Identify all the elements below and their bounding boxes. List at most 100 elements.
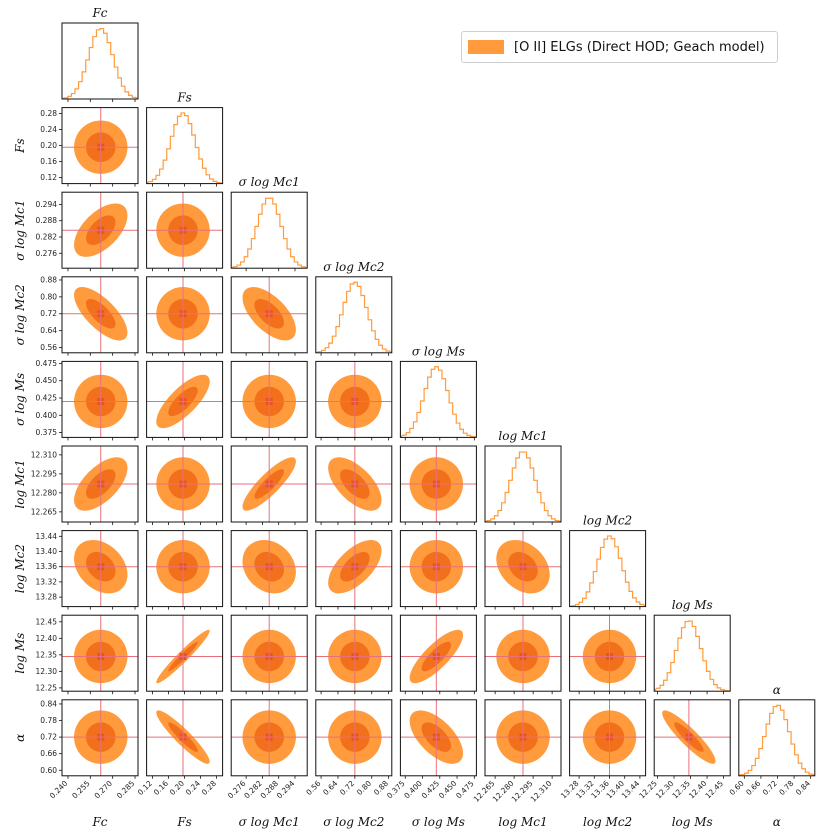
panel-frame bbox=[230, 445, 308, 523]
panel-Mc2-sMc1 bbox=[230, 530, 308, 610]
xlabel-Mc2: log Mc2 bbox=[583, 815, 632, 829]
title-Fs: Fs bbox=[176, 91, 191, 105]
panel-frame bbox=[230, 699, 308, 777]
histogram-sMc2 bbox=[315, 281, 392, 353]
panel-frame bbox=[146, 107, 224, 185]
histogram-Mc1 bbox=[485, 451, 561, 522]
panel-frame bbox=[484, 530, 562, 608]
y-tick-label: 0.72 bbox=[40, 733, 57, 742]
panel-Mc2-sMc2 bbox=[315, 530, 393, 610]
y-tick-label: 13.40 bbox=[36, 547, 58, 556]
panel-frame bbox=[61, 191, 139, 269]
y-tick-label: 0.450 bbox=[36, 376, 58, 385]
title-Mc1: log Mc1 bbox=[498, 429, 547, 443]
panel-frame bbox=[315, 530, 393, 608]
panel-alpha-alpha: α 0.600.660.720.780.84 α bbox=[728, 683, 816, 829]
panel-sMc1-sMc1: σ log Mc1 bbox=[230, 175, 308, 272]
panel-frame bbox=[61, 360, 139, 438]
y-tick-label: 0.80 bbox=[40, 292, 57, 301]
x-tick-label: 0.66 bbox=[744, 779, 762, 797]
panel-Mc2-Fs bbox=[146, 530, 224, 610]
panel-frame bbox=[315, 276, 393, 354]
x-tick-label: 0.255 bbox=[70, 779, 92, 801]
panel-sMc2-sMc2: σ log Mc2 bbox=[315, 260, 393, 356]
ylabel-Mc1: log Mc1 bbox=[13, 459, 27, 508]
y-tick-label: 0.282 bbox=[36, 232, 58, 241]
xlabel-sMc1: σ log Mc1 bbox=[239, 815, 300, 829]
panel-frame bbox=[653, 699, 731, 777]
legend: [O II] ELGs (Direct HOD; Geach model) bbox=[461, 31, 778, 63]
panel-Ms-sMc1 bbox=[230, 614, 308, 695]
title-sMs: σ log Ms bbox=[412, 344, 465, 358]
panel-Ms-Fs bbox=[146, 614, 224, 695]
panel-frame bbox=[484, 445, 562, 523]
x-tick-label: 13.44 bbox=[620, 779, 642, 801]
xlabel-sMc2: σ log Mc2 bbox=[323, 815, 384, 829]
ylabel-alpha: α bbox=[13, 734, 27, 742]
y-tick-label: 12.25 bbox=[36, 683, 58, 692]
panel-frame bbox=[61, 22, 139, 100]
panel-frame bbox=[61, 445, 139, 523]
y-tick-label: 13.32 bbox=[36, 577, 58, 586]
panel-frame bbox=[315, 360, 393, 438]
x-tick-label: 0.64 bbox=[321, 779, 339, 797]
x-tick-label: 0.56 bbox=[304, 779, 322, 797]
x-tick-label: 0.24 bbox=[184, 779, 202, 797]
xlabel-Ms: log Ms bbox=[672, 815, 713, 829]
panel-Mc1-Fs bbox=[146, 445, 224, 525]
y-tick-label: 13.44 bbox=[36, 532, 58, 541]
panel-frame bbox=[61, 614, 139, 692]
panel-Mc1-sMc2 bbox=[315, 445, 393, 525]
panel-frame bbox=[399, 614, 477, 692]
panel-frame bbox=[230, 614, 308, 692]
x-tick-label: 12.310 bbox=[529, 779, 554, 804]
panel-Ms-Ms: log Ms bbox=[653, 598, 731, 695]
y-tick-label: 0.294 bbox=[36, 200, 58, 209]
histogram-Ms bbox=[654, 620, 731, 692]
panel-Mc2-Mc2: log Mc2 bbox=[569, 514, 647, 610]
legend-swatch bbox=[468, 40, 504, 54]
y-tick-label: 12.30 bbox=[36, 667, 58, 676]
x-tick-label: 0.80 bbox=[355, 779, 373, 797]
x-tick-label: 0.12 bbox=[136, 779, 154, 797]
x-tick-label: 0.28 bbox=[200, 779, 218, 797]
title-sMc1: σ log Mc1 bbox=[239, 175, 300, 189]
panel-frame bbox=[399, 445, 477, 523]
title-Mc2: log Mc2 bbox=[583, 514, 632, 528]
legend-label: [O II] ELGs (Direct HOD; Geach model) bbox=[514, 39, 765, 55]
panel-Mc1-sMc1 bbox=[230, 445, 308, 525]
panel-frame bbox=[61, 699, 139, 777]
panel-frame bbox=[484, 614, 562, 692]
panel-Mc2-Mc1 bbox=[484, 530, 562, 610]
x-tick-label: 0.84 bbox=[794, 779, 812, 797]
x-tick-label: 0.425 bbox=[420, 779, 442, 801]
panel-sMc2-sMc1 bbox=[230, 276, 308, 356]
x-tick-label: 0.72 bbox=[338, 779, 356, 797]
x-tick-label: 0.72 bbox=[761, 779, 779, 797]
panel-frame bbox=[230, 360, 308, 438]
panel-sMs-Fs bbox=[146, 360, 224, 441]
histogram-alpha bbox=[738, 704, 815, 776]
y-tick-label: 0.16 bbox=[40, 157, 57, 166]
histogram-sMc1 bbox=[231, 197, 308, 269]
y-tick-label: 0.60 bbox=[40, 766, 57, 775]
panel-Ms-Fc: 12.25 12.30 12.35 12.40 12.45 log Ms bbox=[13, 614, 139, 695]
x-tick-label: 0.20 bbox=[168, 779, 186, 797]
panel-Ms-sMs bbox=[399, 614, 477, 695]
y-tick-label: 13.28 bbox=[36, 593, 58, 602]
y-tick-label: 0.88 bbox=[40, 275, 57, 284]
panel-Fc-Fc: Fc bbox=[61, 6, 139, 102]
x-tick-label: 0.294 bbox=[275, 779, 297, 801]
y-tick-label: 0.28 bbox=[40, 109, 57, 118]
ylabel-Fs: Fs bbox=[13, 138, 27, 153]
panel-frame bbox=[653, 614, 731, 692]
panel-sMc2-Fs bbox=[146, 276, 224, 356]
panel-frame bbox=[399, 530, 477, 608]
panel-frame bbox=[484, 699, 562, 777]
xlabel-Fc: Fc bbox=[91, 815, 107, 829]
panel-Mc2-sMs bbox=[399, 530, 477, 610]
